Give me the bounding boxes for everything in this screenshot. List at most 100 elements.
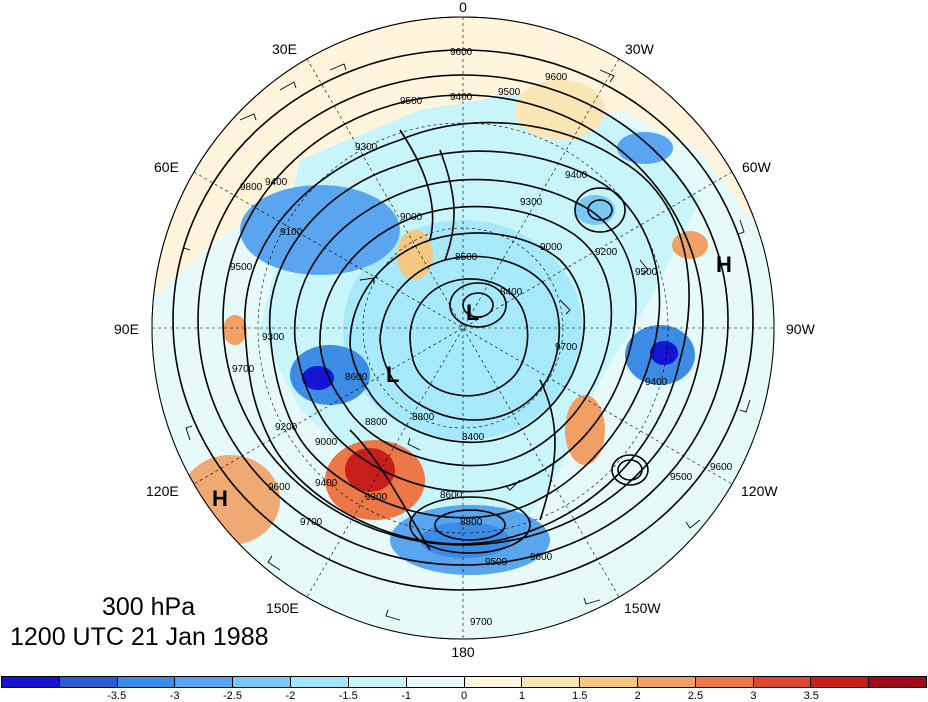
contour-label: 9500 bbox=[230, 262, 253, 273]
contour-label: 9500 bbox=[670, 472, 693, 483]
contour-line bbox=[611, 454, 649, 486]
date-time-title: 1200 UTC 21 Jan 1988 bbox=[10, 623, 269, 651]
anomaly-region bbox=[650, 341, 678, 365]
contour-label: 9400 bbox=[450, 92, 473, 103]
wind-barb bbox=[583, 597, 601, 605]
contour-label: 9500 bbox=[498, 87, 521, 98]
anomaly-region bbox=[575, 195, 615, 225]
colorbar-tick-label: 3 bbox=[750, 690, 757, 702]
map-disk-border bbox=[151, 16, 775, 640]
contour-label: 9200 bbox=[595, 247, 618, 258]
contour-label: 8400 bbox=[500, 287, 523, 298]
wind-barb bbox=[267, 555, 281, 571]
contour-label: 9600 bbox=[530, 552, 553, 563]
contour-label: 8600 bbox=[440, 490, 463, 501]
colorbar-tick-label: -2 bbox=[285, 690, 296, 702]
high-pressure-marker: H bbox=[716, 252, 732, 277]
contour-label: 9700 bbox=[300, 517, 323, 528]
colorbar-tick-label: 3.5 bbox=[803, 690, 819, 702]
anomaly-region bbox=[565, 395, 605, 465]
contour-line bbox=[319, 205, 613, 467]
contour-label: 9300 bbox=[520, 197, 543, 208]
colorbar-tick-label: 0 bbox=[460, 690, 468, 702]
colorbar-tick-label: -1 bbox=[401, 690, 412, 702]
contour-label: 8500 bbox=[455, 252, 478, 263]
anomaly-region bbox=[223, 315, 247, 345]
contour-label: 9400 bbox=[315, 478, 338, 489]
low-pressure-marker: L bbox=[386, 362, 399, 387]
contour-label: 9500 bbox=[400, 96, 423, 107]
colorbar-swatch bbox=[117, 677, 176, 687]
colorbar-tick-label: -3.5 bbox=[107, 690, 127, 702]
colorbar-swatch bbox=[695, 677, 754, 687]
colorbar-swatch bbox=[406, 677, 465, 687]
graticule bbox=[152, 17, 774, 639]
contour-line bbox=[409, 496, 531, 554]
colorbar-swatch bbox=[811, 677, 870, 687]
colorbar-swatch bbox=[637, 677, 696, 687]
contour-label: 9200 bbox=[275, 422, 298, 433]
contour-line bbox=[349, 232, 586, 443]
polar-stereographic-map: 9600 9400 9500 9600 9500 9300 9400 9100 … bbox=[114, 0, 816, 660]
colorbar-tick-label: -3 bbox=[169, 690, 180, 702]
anomaly-region bbox=[345, 448, 395, 492]
wind-barb bbox=[185, 425, 193, 441]
longitude-label-120e: 120E bbox=[146, 483, 179, 499]
wind-barb bbox=[737, 219, 745, 235]
colorbar-swatch bbox=[464, 677, 523, 687]
anomaly-region bbox=[617, 132, 673, 164]
contour-line bbox=[399, 129, 434, 241]
contour-label: 9600 bbox=[545, 72, 568, 83]
colorbar-swatch bbox=[580, 677, 638, 687]
wind-barb bbox=[179, 247, 191, 261]
colorbar-swatch bbox=[869, 677, 926, 687]
wind-barb bbox=[407, 437, 421, 451]
height-contours bbox=[172, 49, 754, 591]
contour-label: 8800 bbox=[460, 517, 483, 528]
colorbar bbox=[1, 676, 927, 688]
contour-label: 9600 bbox=[710, 462, 733, 473]
anomaly-region bbox=[240, 185, 400, 275]
contour-label: 9300 bbox=[262, 332, 285, 343]
contour-label: 9400 bbox=[565, 170, 588, 181]
contour-line bbox=[587, 199, 613, 221]
pressure-level-title: 300 hPa bbox=[102, 593, 196, 621]
colorbar-tick-label: 2.5 bbox=[687, 690, 704, 702]
contour-label: 8400 bbox=[462, 432, 485, 443]
contour-label: 9700 bbox=[470, 617, 493, 628]
longitude-label-30w: 30W bbox=[625, 41, 655, 57]
high-pressure-marker: H bbox=[212, 486, 228, 511]
anomaly-region bbox=[515, 80, 605, 140]
contour-line bbox=[617, 459, 643, 481]
contour-label: 9000 bbox=[315, 437, 338, 448]
contour-line bbox=[539, 379, 556, 521]
contour-label: 8800 bbox=[365, 417, 388, 428]
wind-barb bbox=[239, 113, 257, 121]
contour-label: 9500 bbox=[485, 557, 508, 568]
longitude-label-0: 0 bbox=[459, 0, 467, 15]
colorbar-swatch bbox=[175, 677, 234, 687]
longitude-label-150e: 150E bbox=[266, 600, 299, 616]
colorbar-tick-label: -1.5 bbox=[338, 690, 358, 702]
longitude-label-150w: 150W bbox=[624, 600, 661, 616]
wind-barb bbox=[599, 69, 615, 83]
wind-barb bbox=[279, 81, 297, 91]
contour-label: 9400 bbox=[645, 377, 668, 388]
anomaly-region bbox=[180, 455, 280, 545]
low-pressure-marker: L bbox=[466, 300, 479, 325]
contour-label: 9600 bbox=[450, 47, 473, 58]
contour-line bbox=[409, 278, 529, 397]
contour-line bbox=[349, 429, 431, 551]
meridian-line bbox=[193, 171, 733, 485]
contour-label: 8800 bbox=[412, 412, 435, 423]
contour-label: 9700 bbox=[232, 364, 255, 375]
contour-line bbox=[439, 149, 455, 261]
title-block: 300 hPa 1200 UTC 21 Jan 1988 bbox=[10, 592, 269, 652]
contour-label: 9000 bbox=[400, 212, 423, 223]
colorbar-swatch bbox=[59, 677, 118, 687]
colorbar-tick-label: 2 bbox=[634, 690, 641, 702]
contour-line bbox=[434, 509, 506, 541]
colorbar-tick-label: 1.5 bbox=[572, 690, 588, 702]
contour-label-group: 9600 9400 9500 9600 9500 9300 9400 9100 … bbox=[230, 47, 733, 628]
wind-barb bbox=[385, 609, 401, 621]
